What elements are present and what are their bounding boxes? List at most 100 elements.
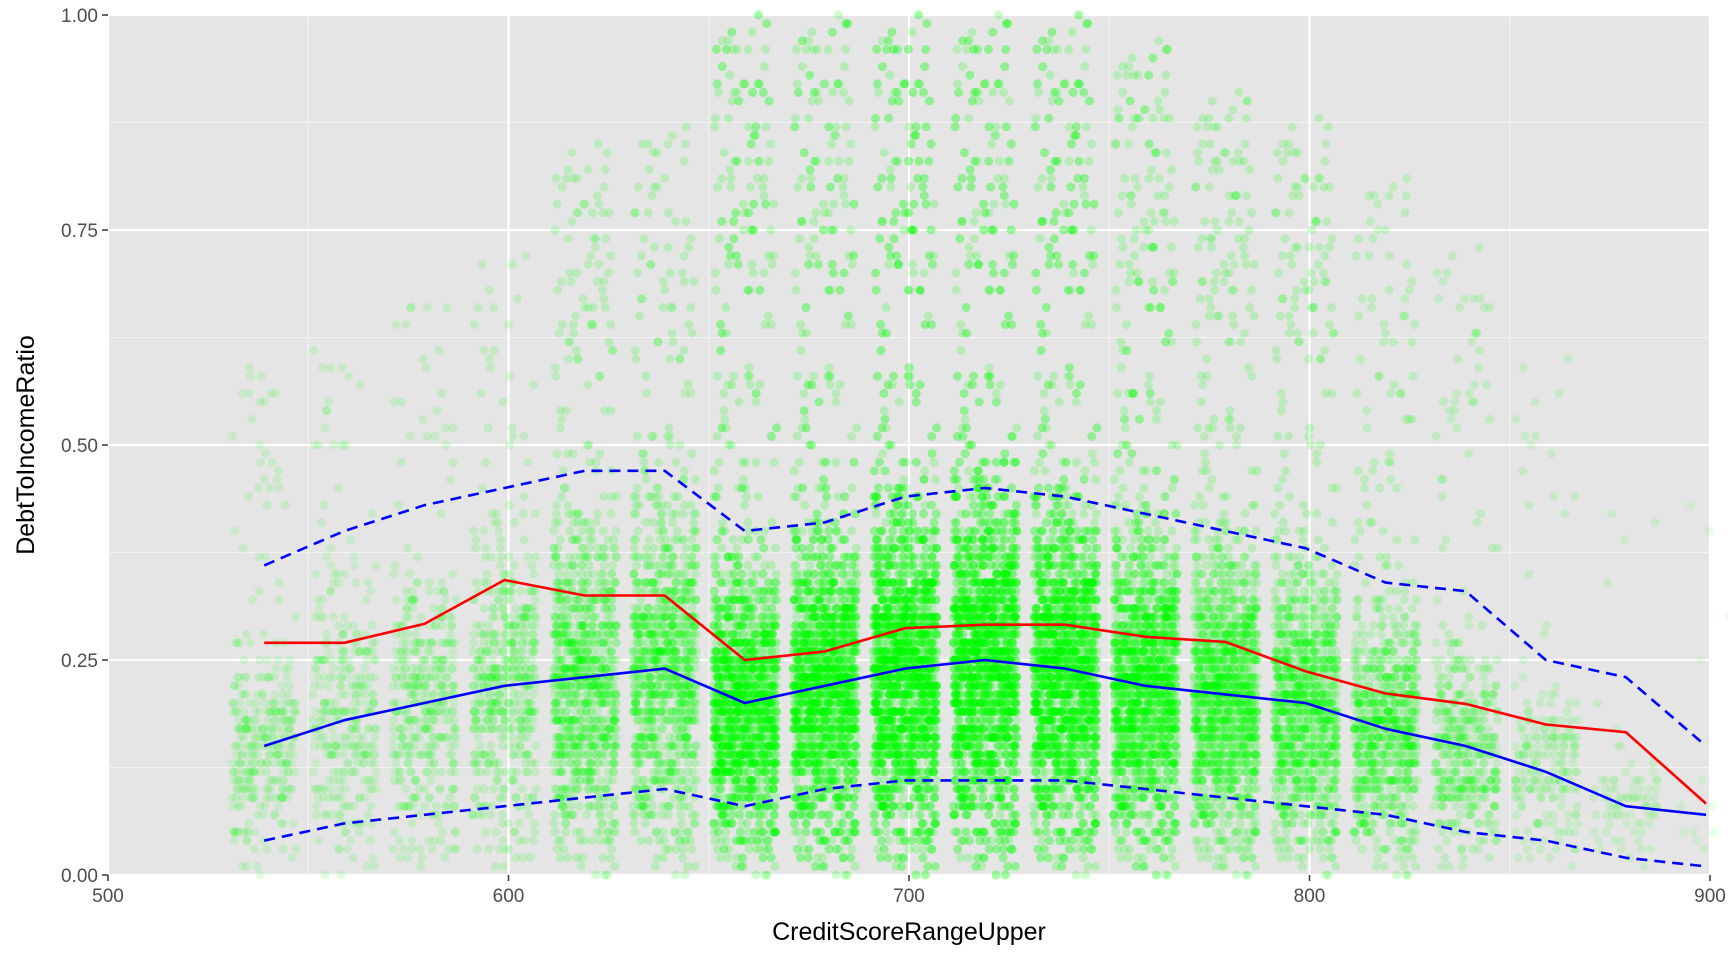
scatter-point: [230, 741, 240, 751]
scatter-point: [423, 646, 433, 656]
scatter-point: [333, 767, 343, 777]
scatter-point: [634, 500, 644, 510]
scatter-point: [280, 758, 290, 768]
scatter-point: [368, 853, 378, 863]
scatter-point: [487, 750, 497, 760]
scatter-point: [719, 388, 729, 398]
scatter-point: [283, 698, 293, 708]
scatter-point: [529, 689, 539, 699]
scatter-point: [607, 569, 617, 579]
scatter-point: [608, 629, 618, 639]
scatter-point: [749, 810, 758, 820]
scatter-point: [596, 638, 605, 648]
scatter-point: [427, 638, 437, 648]
scatter-point: [631, 354, 641, 364]
scatter-point: [246, 775, 256, 785]
scatter-point: [445, 741, 455, 751]
scatter-point: [566, 277, 576, 287]
scatter-point: [269, 672, 279, 682]
scatter-point: [495, 560, 505, 570]
scatter-point: [499, 586, 509, 596]
scatter-point: [497, 810, 507, 820]
scatter-point: [408, 801, 418, 811]
scatter-point: [415, 750, 425, 760]
scatter-point: [483, 423, 493, 433]
scatter-point: [682, 861, 692, 871]
scatter-point: [658, 724, 667, 734]
scatter-point: [562, 629, 572, 639]
scatter-point: [490, 861, 500, 871]
scatter-point: [233, 775, 243, 785]
scatter-point: [646, 621, 656, 631]
scatter-point: [356, 681, 366, 691]
scatter-point: [531, 784, 541, 794]
scatter-point: [277, 758, 287, 768]
scatter-point: [608, 827, 618, 837]
scatter-point: [567, 664, 577, 674]
scatter-point: [420, 801, 429, 811]
scatter-point: [287, 853, 297, 863]
scatter-point: [311, 655, 321, 665]
scatter-point: [690, 526, 700, 536]
scatter-point: [769, 199, 779, 209]
scatter-point: [448, 646, 458, 656]
scatter-point: [314, 836, 324, 846]
scatter-point: [267, 775, 277, 785]
scatter-point: [334, 844, 344, 854]
scatter-point: [496, 535, 506, 545]
scatter-point: [634, 741, 644, 751]
scatter-point: [397, 724, 407, 734]
scatter-point: [556, 750, 566, 760]
scatter-point: [279, 775, 289, 785]
scatter-point: [246, 767, 256, 777]
scatter-point: [488, 784, 498, 794]
scatter-point: [639, 449, 649, 459]
scatter-point: [647, 552, 657, 562]
scatter-point: [582, 689, 592, 699]
scatter-point: [410, 775, 420, 785]
scatter-point: [498, 861, 508, 871]
scatter-point: [484, 621, 493, 631]
scatter-point: [274, 801, 284, 811]
scatter-point: [446, 474, 455, 484]
scatter-point: [716, 569, 726, 579]
scatter-point: [476, 388, 486, 398]
scatter-point: [259, 397, 269, 407]
scatter-point: [244, 818, 254, 828]
scatter-point: [647, 724, 656, 734]
scatter-point: [263, 715, 273, 725]
scatter-point: [495, 767, 504, 777]
scatter-point: [341, 689, 351, 699]
scatter-point: [737, 569, 747, 579]
scatter-point: [629, 552, 638, 562]
scatter-point: [554, 655, 564, 665]
scatter-point: [485, 810, 495, 820]
scatter-point: [337, 363, 347, 373]
scatter-point: [289, 698, 299, 708]
scatter-point: [450, 681, 459, 691]
scatter-point: [277, 681, 287, 691]
scatter-point: [490, 672, 500, 682]
scatter-point: [284, 767, 294, 777]
scatter-point: [476, 698, 486, 708]
scatter-point: [611, 526, 621, 536]
scatter-point: [763, 311, 773, 321]
scatter-point: [270, 810, 279, 820]
scatter-point: [486, 552, 496, 562]
scatter-point: [242, 861, 252, 871]
scatter-point: [584, 578, 593, 588]
scatter-point: [485, 363, 495, 373]
scatter-point: [370, 638, 380, 648]
scatter-point: [441, 707, 450, 717]
scatter-point: [528, 836, 538, 846]
scatter-point: [681, 586, 691, 596]
scatter-point: [502, 672, 512, 682]
scatter-point: [648, 148, 658, 158]
scatter-point: [500, 638, 509, 648]
scatter-point: [346, 724, 356, 734]
scatter-point: [771, 569, 781, 579]
scatter-point: [344, 801, 354, 811]
scatter-point: [442, 302, 452, 312]
scatter-point: [336, 681, 346, 691]
scatter-point: [753, 552, 763, 562]
